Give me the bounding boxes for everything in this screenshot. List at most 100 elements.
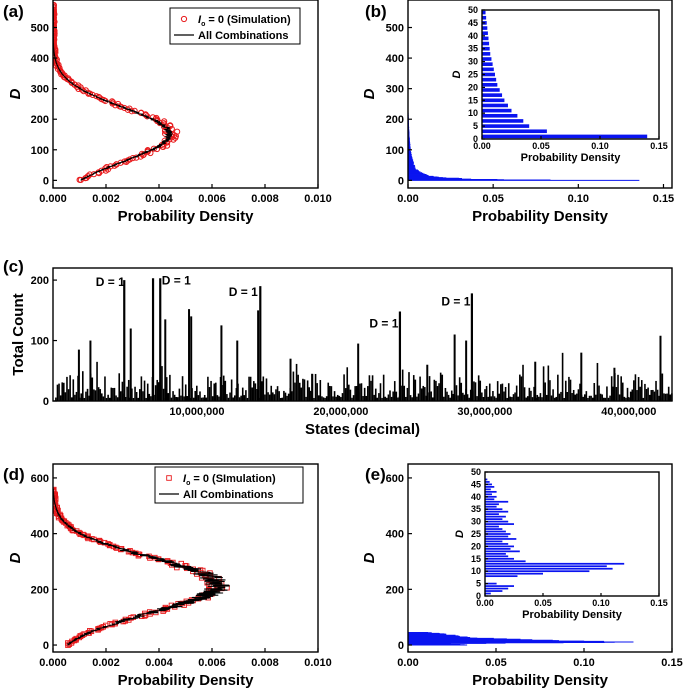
inset-bar: [482, 72, 495, 77]
y-axis-e-tick-label: 400: [386, 529, 404, 541]
legend-subscript: o: [186, 480, 190, 487]
all-combinations-line: [53, 4, 173, 181]
x-axis-d-tick-label: 0.006: [198, 657, 226, 669]
y-axis-c-tick-label: 0: [43, 396, 49, 408]
inset-bar: [485, 552, 506, 555]
inset-bar: [485, 570, 590, 573]
sim-data-point: [84, 173, 92, 180]
y-axis-b-tick-label: 200: [386, 114, 404, 126]
sim-data-point: [174, 128, 181, 135]
x-axis-c-tick-label: 10,000,000: [169, 406, 224, 418]
inset-bar: [485, 503, 499, 506]
inset-bar: [485, 535, 509, 538]
inset-y-axis-e-tick-label: 10: [471, 566, 481, 576]
y-axis-title: D: [7, 88, 24, 99]
x-axis-e-tick-label: 0.15: [661, 657, 682, 669]
inset-bar: [485, 543, 509, 545]
inset-bar: [485, 550, 520, 553]
legend-rest: = 0 (Simulation): [205, 14, 291, 26]
legend-rest: = 0 (SImulation): [190, 473, 276, 485]
inset-bar: [485, 530, 506, 533]
inset-bar: [482, 52, 491, 56]
panel-label-b: (b): [365, 2, 387, 21]
y-axis-a-tick-label: 500: [31, 23, 49, 35]
inset-bar: [485, 565, 607, 568]
y-axis-d-tick-label: 0: [43, 640, 49, 652]
x-axis-a-tick-label: 0.004: [145, 193, 173, 205]
axes-frame-d: [52, 463, 319, 653]
inset-bar: [485, 525, 499, 528]
inset-bar: [482, 119, 524, 123]
inset-bar: [485, 488, 491, 491]
inset-bar: [485, 533, 511, 535]
inset-y-axis-b-tick-label: 5: [473, 121, 478, 131]
inset-bar: [482, 31, 488, 36]
inset-bar: [485, 498, 495, 501]
x-axis-b-tick-label: 0.10: [568, 193, 589, 205]
y-axis-a-tick-label: 300: [31, 84, 49, 96]
y-axis-b-tick-label: 0: [398, 175, 404, 187]
inset-y-axis-e-tick-label: 5: [476, 579, 481, 589]
inset-x-axis-title: Probability Density: [521, 152, 622, 164]
inset-bar: [485, 510, 509, 513]
inset-bar: [482, 98, 505, 103]
x-axis-title: Probability Density: [118, 208, 255, 225]
y-axis-e-tick-label: 0: [398, 640, 404, 652]
panel-label-e: (e): [365, 465, 386, 484]
inset-bar: [485, 520, 509, 523]
inset-bar: [485, 513, 499, 516]
inset-bar: [485, 528, 503, 530]
axes-frame-e: [407, 463, 673, 653]
inset-bar: [482, 26, 488, 30]
inset-bar: [482, 77, 497, 82]
inset-bar: [485, 572, 543, 575]
plot-area: [53, 486, 230, 649]
legend-marker-sim: [180, 15, 188, 23]
inset-y-axis-b-tick-label: 0: [473, 134, 478, 144]
panel-label-a: (a): [3, 2, 24, 21]
y-axis-d-tick-label: 200: [31, 584, 49, 596]
inset-y-axis-b-tick-label: 45: [468, 18, 478, 28]
y-axis-b-tick-label: 100: [386, 145, 404, 157]
x-axis-c-tick-label: 40,000,000: [601, 406, 656, 418]
inset-x-axis-b-tick-label: 0.00: [473, 141, 491, 151]
inset-bar: [482, 67, 494, 72]
inset-y-axis-title: D: [454, 530, 466, 538]
x-axis-d-tick-label: 0.000: [39, 657, 67, 669]
x-axis-c-tick-label: 20,000,000: [313, 406, 368, 418]
inset-x-axis-b-tick-label: 0.10: [591, 141, 609, 151]
inset-bar: [485, 518, 503, 520]
inset-y-axis-e-tick-label: 20: [471, 541, 481, 551]
inset-bar: [482, 103, 508, 108]
x-axis-title: Probability Density: [472, 208, 609, 225]
inset-y-axis-b-tick-label: 15: [468, 95, 478, 105]
inset-y-axis-b-tick-label: 10: [468, 108, 478, 118]
inset-bar: [482, 88, 500, 92]
sim-data-point: [150, 145, 157, 152]
inset-y-axis-b-tick-label: 30: [468, 57, 478, 67]
y-axis-b-tick-label: 300: [386, 84, 404, 96]
inset-bar: [485, 493, 492, 496]
inset-bar: [485, 587, 509, 590]
panel-c: [55, 278, 673, 401]
x-axis-title: States (decimal): [305, 421, 420, 438]
panel-a: [53, 1, 181, 184]
x-axis-d-tick-label: 0.010: [304, 657, 332, 669]
inset-bar: [482, 108, 512, 113]
inset-bar: [485, 582, 497, 585]
panel-d: [53, 486, 230, 649]
y-axis-title: Total Count: [10, 293, 27, 375]
y-axis-b-tick-label: 500: [386, 23, 404, 35]
y-axis-a-tick-label: 0: [43, 175, 49, 187]
legend-subscript: o: [201, 21, 205, 28]
panel-label-c: (c): [3, 257, 24, 276]
legend-label-sim: Io = 0 (SImulation): [183, 473, 276, 487]
inset-y-axis-e-tick-label: 50: [471, 467, 481, 477]
inset-bar: [485, 548, 511, 550]
inset-bg: [485, 472, 659, 596]
sim-data-point: [88, 628, 95, 635]
inset-bar: [485, 538, 517, 540]
y-axis-title: D: [361, 552, 378, 563]
legend-label-line: All Combinations: [183, 489, 273, 501]
y-axis-a-tick-label: 200: [31, 114, 49, 126]
